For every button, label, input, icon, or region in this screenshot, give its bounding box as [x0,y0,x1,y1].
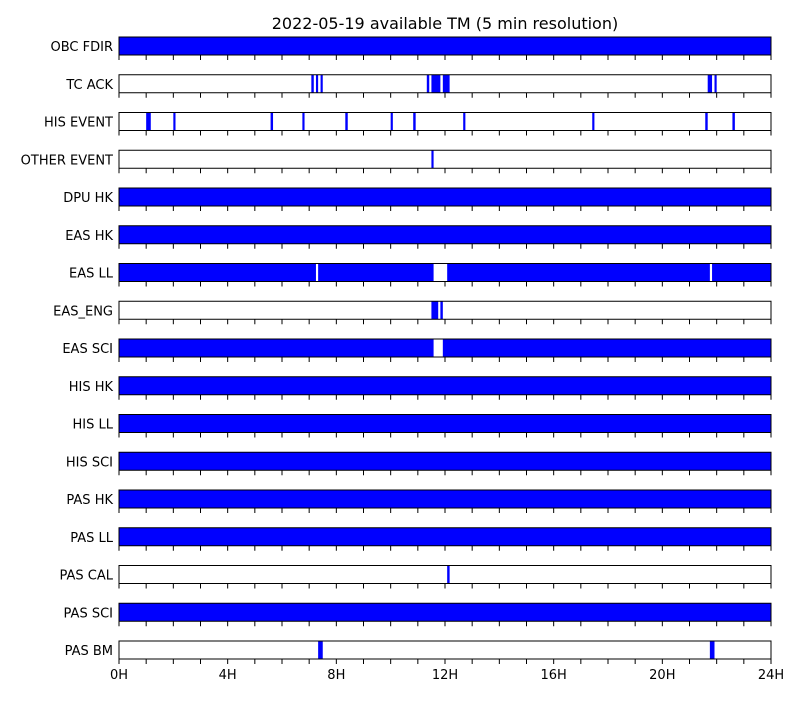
row-background [119,565,771,584]
availability-bar [119,376,771,395]
availability-bar [442,339,771,357]
availability-bar [431,74,441,93]
timeline-row: HIS SCI [66,451,772,476]
row-label: PAS BM [65,644,113,659]
row-label: PAS CAL [60,569,114,584]
timeline-row: EAS SCI [62,338,772,362]
x-tick-label: 12H [432,668,458,683]
availability-bar [431,301,439,320]
availability-bar [442,74,450,93]
x-tick-label: 20H [649,668,675,683]
availability-bar [390,112,393,131]
availability-bar [119,452,771,471]
timeline-row: EAS HK [65,225,772,249]
availability-bar [315,74,319,93]
timeline-row: HIS HK [69,376,772,400]
availability-bar [345,112,348,131]
availability-bar [431,150,434,169]
x-tick-label: 8H [327,668,345,683]
row-label: HIS LL [73,418,114,433]
availability-bar [447,263,710,282]
row-label: DPU HK [63,191,113,206]
availability-bar [712,263,771,282]
availability-bar [709,641,715,659]
x-tick-label: 0H [110,668,128,683]
availability-bar [714,74,717,93]
availability-bar [119,490,771,508]
row-label: PAS SCI [64,606,113,621]
row-label: OTHER EVENT [21,153,113,168]
row-background [119,641,771,659]
row-label: TC ACK [65,78,113,93]
availability-bar [426,74,430,93]
row-label: EAS_ENG [53,304,113,319]
timeline-row: OTHER EVENT [21,149,772,174]
row-label: EAS LL [69,267,114,282]
availability-bar [705,112,708,131]
availability-bar [732,112,735,131]
row-label: OBC FDIR [51,40,114,55]
chart-title: 2022-05-19 available TM (5 min resolutio… [272,14,618,33]
availability-bar [592,112,595,131]
timeline-row: EAS_ENG [53,300,772,325]
availability-bar [302,112,305,131]
row-background [119,301,771,320]
row-label: HIS EVENT [44,116,113,131]
availability-bar [707,74,713,93]
timeline-row: OBC FDIR [51,36,772,60]
x-tick-label: 16H [541,668,567,683]
row-label: EAS HK [65,229,113,244]
row-label: HIS SCI [66,455,113,470]
availability-bar [119,225,771,244]
availability-bar [173,112,176,131]
row-label: PAS HK [66,493,113,508]
timeline-row: PAS LL [70,527,772,551]
x-axis: 0H 4H 8H 12H 16H 20H 24H [110,668,784,683]
timeline-row: HIS LL [73,414,772,438]
availability-bar [463,112,466,131]
availability-bar [119,603,771,622]
availability-bar [318,641,323,659]
timeline-rows: OBC FDIR TC ACK HIS EVENT OTHER EVENT DPU HK… [21,36,772,664]
x-tick-label: 24H [758,668,784,683]
availability-bar [119,339,434,357]
x-tick-label: 4H [219,668,237,683]
timeline-row: DPU HK [63,187,772,211]
availability-bar [440,301,443,320]
row-background [119,112,771,131]
timeline-row: PAS SCI [64,602,772,627]
timeline-row: PAS BM [65,640,772,664]
availability-bar [146,112,151,131]
availability-bar [119,37,771,55]
row-background [119,150,771,169]
availability-bar [318,263,434,282]
row-label: PAS LL [70,531,114,546]
availability-bar [320,74,323,93]
availability-bar [447,565,450,584]
availability-bar [270,112,274,131]
availability-bar [119,527,771,546]
timeline-row: HIS EVENT [44,112,772,136]
row-label: EAS SCI [62,342,113,357]
availability-bar [119,188,771,206]
timeline-row: EAS LL [69,263,772,287]
timeline-row: TC ACK [65,74,772,98]
availability-bar [119,414,771,433]
timeline-row: PAS CAL [60,565,772,589]
availability-bar [413,112,416,131]
timeline-row: PAS HK [66,489,772,513]
availability-bar [311,74,314,93]
row-label: HIS HK [69,380,114,395]
availability-bar [119,263,316,282]
